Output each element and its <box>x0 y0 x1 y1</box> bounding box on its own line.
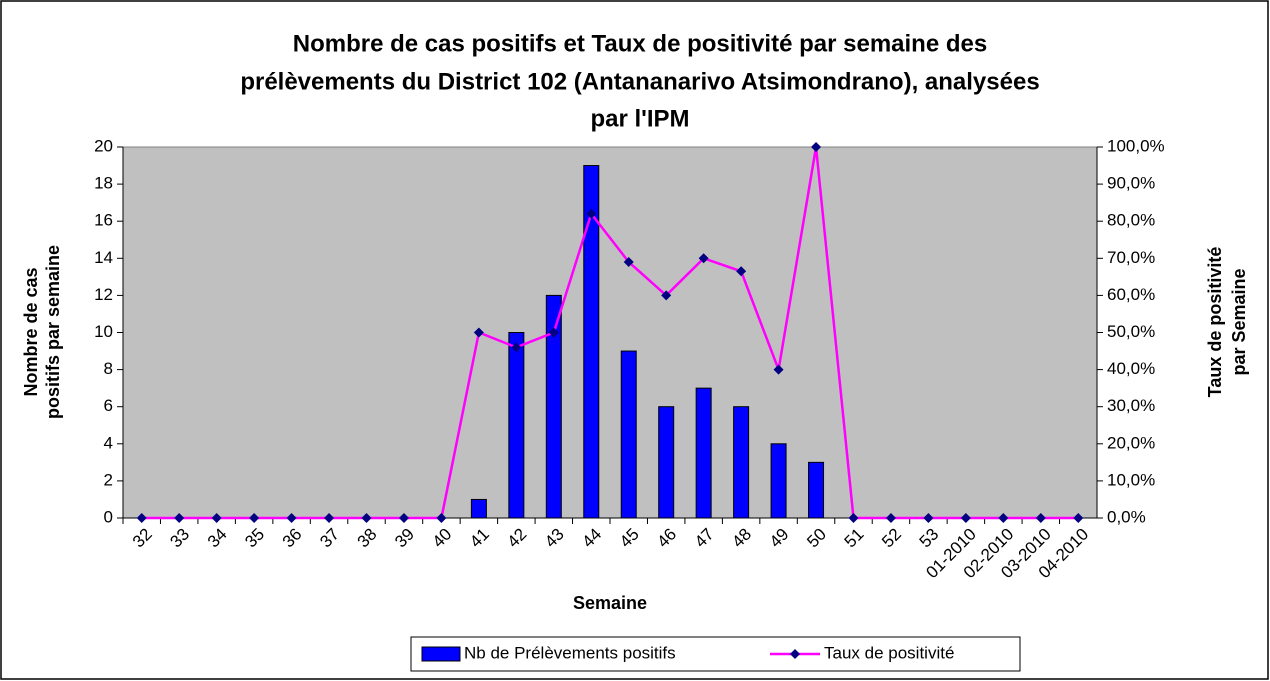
bar <box>583 165 600 519</box>
chart-title: par l'IPM <box>590 105 689 132</box>
legend-box <box>410 636 1021 672</box>
marker <box>511 342 522 353</box>
bar <box>470 498 487 519</box>
y-tick-label: 16 <box>94 211 113 230</box>
y-tick-label: 20 <box>94 136 113 155</box>
bar <box>508 332 525 519</box>
marker <box>398 513 409 523</box>
y2-tick-label: 100,0% <box>1107 136 1165 155</box>
marker <box>1073 513 1084 523</box>
marker <box>1035 513 1046 523</box>
y-axis-title: positifs par semaine <box>43 245 63 419</box>
bar <box>695 387 712 519</box>
bar <box>620 350 637 519</box>
y2-tick-label: 50,0% <box>1107 322 1155 341</box>
legend-swatch <box>421 646 461 662</box>
legend-label: Taux de positivité <box>824 643 954 662</box>
y-tick-label: 12 <box>94 285 113 304</box>
y-axis-title: Nombre de cas <box>21 267 41 396</box>
y2-tick-label: 0,0% <box>1107 507 1146 526</box>
bar <box>733 406 750 519</box>
marker <box>848 513 859 523</box>
marker <box>773 364 784 375</box>
y2-tick-label: 30,0% <box>1107 396 1155 415</box>
y2-tick-label: 70,0% <box>1107 248 1155 267</box>
y2-tick-label: 10,0% <box>1107 470 1155 489</box>
legend-label: Nb de Prélèvements positifs <box>464 643 676 662</box>
legend-swatch <box>790 649 800 659</box>
marker <box>473 327 484 338</box>
y2-tick-label: 80,0% <box>1107 211 1155 230</box>
marker <box>623 257 634 268</box>
bar <box>808 461 825 519</box>
marker <box>661 290 672 301</box>
y-tick-label: 10 <box>94 322 113 341</box>
bar <box>770 443 787 519</box>
y2-tick-label: 40,0% <box>1107 359 1155 378</box>
chart-title: Nombre de cas positifs et Taux de positi… <box>293 30 987 57</box>
marker <box>174 513 185 523</box>
y2-tick-label: 60,0% <box>1107 285 1155 304</box>
bar <box>658 406 675 519</box>
marker <box>923 513 934 523</box>
y-tick-label: 18 <box>94 174 113 193</box>
y2-tick-label: 20,0% <box>1107 433 1155 452</box>
bar <box>545 294 562 519</box>
line <box>141 146 1079 520</box>
marker <box>811 142 822 152</box>
y-tick-label: 14 <box>94 248 113 267</box>
marker <box>998 513 1009 523</box>
y-tick-label: 6 <box>104 396 113 415</box>
marker <box>960 513 971 523</box>
marker <box>286 513 297 523</box>
y-tick-label: 8 <box>104 359 113 378</box>
marker <box>885 513 896 523</box>
marker <box>736 266 747 277</box>
y-tick-label: 0 <box>104 507 113 526</box>
y-tick-label: 4 <box>104 433 113 452</box>
marker <box>211 513 222 523</box>
marker <box>249 513 260 523</box>
marker <box>698 253 709 264</box>
marker <box>586 208 597 219</box>
y2-axis-title: par Semaine <box>1229 268 1249 375</box>
chart-title: prélèvements du District 102 (Antananari… <box>240 68 1039 95</box>
marker <box>361 513 372 523</box>
y2-tick-label: 90,0% <box>1107 174 1155 193</box>
marker <box>136 513 147 523</box>
y2-axis-title: Taux de positivité <box>1205 247 1225 398</box>
marker <box>548 327 559 338</box>
x-axis-title: Semaine <box>573 593 647 613</box>
marker <box>436 513 447 523</box>
plot-area <box>122 146 1098 519</box>
y-tick-label: 2 <box>104 470 113 489</box>
marker <box>324 513 335 523</box>
